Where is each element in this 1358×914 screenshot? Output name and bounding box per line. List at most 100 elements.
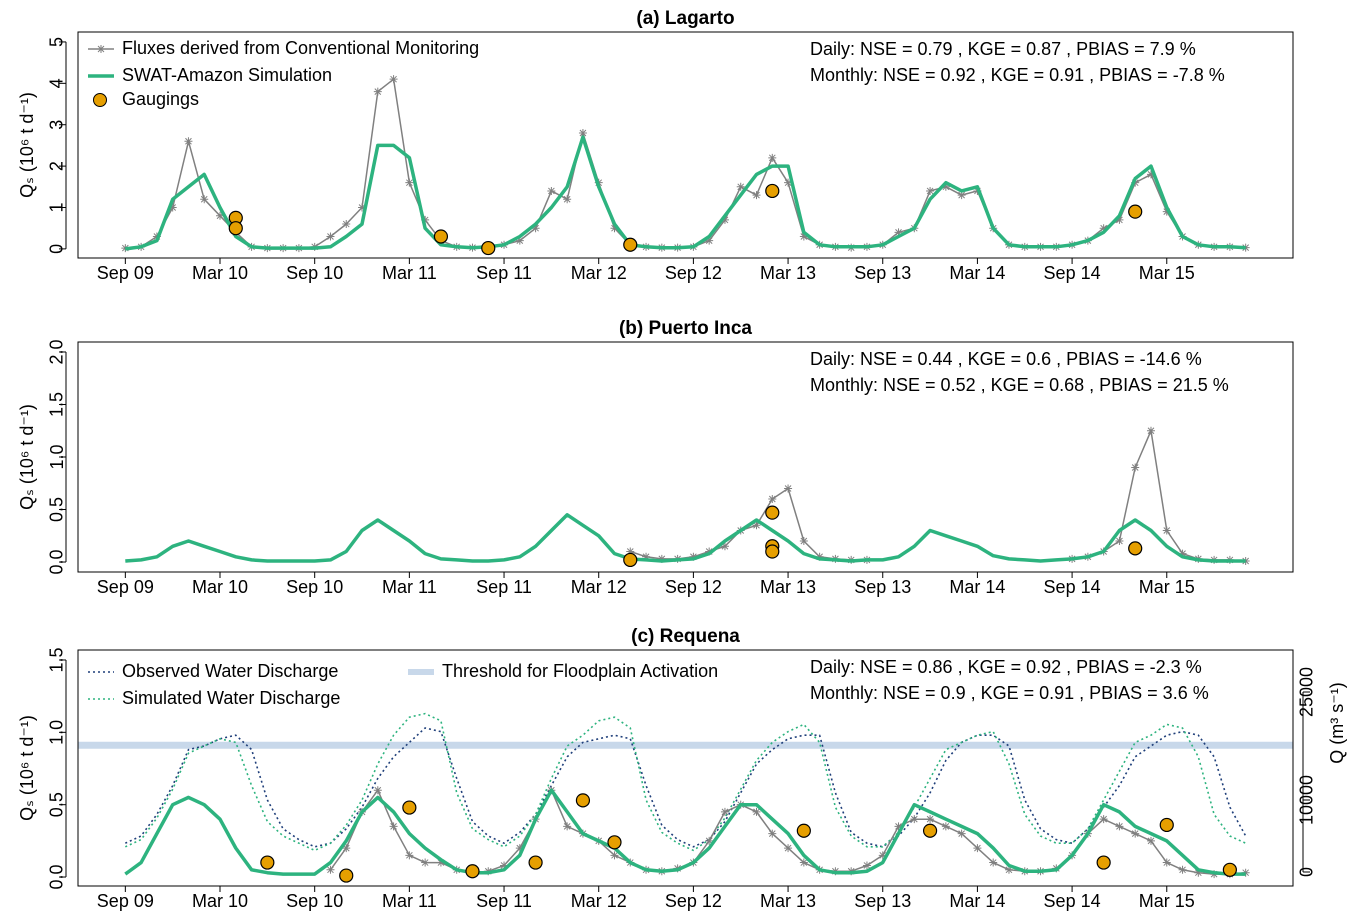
- gauging-point: [402, 800, 417, 815]
- observed-marker: [1115, 215, 1124, 224]
- x-tick-label: Sep 11: [476, 263, 532, 283]
- series-line: [124, 788, 1246, 876]
- observed-marker: [705, 836, 714, 845]
- observed-marker: [500, 861, 509, 870]
- observed-marker: [768, 495, 777, 504]
- observed-marker: [799, 537, 808, 546]
- gauging-point: [623, 552, 638, 568]
- fit-statistics: Monthly: NSE = 0.52 , KGE = 0.68 , PBIAS…: [810, 375, 1229, 395]
- observed-marker: [720, 807, 729, 816]
- plot-area: [121, 75, 1250, 256]
- observed-marker: [957, 191, 966, 200]
- x-tick-label: Sep 14: [1044, 891, 1101, 911]
- observed-marker: [421, 215, 430, 224]
- y-tick-label: 1.0: [47, 720, 67, 745]
- legend-symbol: [97, 45, 105, 53]
- observed-marker: [1178, 549, 1187, 558]
- observed-marker: [752, 191, 761, 200]
- x-tick-label: Mar 12: [571, 891, 627, 911]
- observed-marker: [1178, 865, 1187, 874]
- observed-marker: [389, 75, 398, 84]
- gauging-point: [607, 835, 622, 850]
- observed-marker: [168, 203, 177, 212]
- plot-frame: [77, 649, 1294, 887]
- observed-marker: [1146, 170, 1155, 179]
- y-tick-label: 4: [47, 78, 67, 88]
- x-tick-label: Sep 10: [286, 263, 343, 283]
- observed-marker: [752, 807, 761, 816]
- x-tick-label: Mar 11: [382, 263, 437, 283]
- x-tick-label: Sep 09: [97, 263, 154, 283]
- y2-tick-label: 10000: [1297, 775, 1317, 825]
- observed-marker: [1099, 224, 1108, 233]
- observed-marker: [784, 484, 793, 493]
- legend-label: SWAT-Amazon Simulation: [122, 65, 332, 85]
- observed-marker: [862, 861, 871, 870]
- y-tick-label: 0.0: [47, 865, 67, 890]
- y-axis-label: Qₛ (10⁶ t d⁻¹): [17, 715, 37, 821]
- x-tick-label: Sep 10: [286, 577, 343, 597]
- gauging-point: [765, 544, 780, 559]
- x-tick-label: Mar 10: [192, 577, 248, 597]
- x-tick-label: Mar 13: [760, 891, 816, 911]
- gauging-point: [260, 855, 275, 870]
- gauging-point: [339, 868, 354, 883]
- observed-marker: [784, 844, 793, 853]
- observed-marker: [578, 128, 587, 137]
- x-tick-label: Sep 11: [476, 891, 532, 911]
- observed-marker: [563, 195, 572, 204]
- observed-marker: [1099, 815, 1108, 824]
- observed-marker: [894, 228, 903, 237]
- legend-label: Fluxes derived from Conventional Monitor…: [122, 38, 479, 58]
- y-tick-label: 1: [47, 202, 67, 212]
- observed-marker: [421, 858, 430, 867]
- observed-marker: [1162, 858, 1171, 867]
- observed-marker: [878, 851, 887, 860]
- plot-area: [125, 426, 1250, 568]
- x-tick-label: Sep 14: [1044, 577, 1101, 597]
- observed-marker: [358, 203, 367, 212]
- y2-tick-label: 0: [1297, 867, 1317, 877]
- x-tick-label: Sep 14: [1044, 263, 1101, 283]
- observed-marker: [1115, 537, 1124, 546]
- observed-marker: [1115, 822, 1124, 831]
- observed-marker: [926, 186, 935, 195]
- observed-marker: [405, 178, 414, 187]
- observed-marker: [342, 220, 351, 229]
- gauging-point: [1128, 204, 1143, 219]
- x-tick-label: Sep 13: [854, 577, 911, 597]
- x-tick-label: Sep 13: [854, 263, 911, 283]
- observed-marker: [957, 829, 966, 838]
- observed-marker: [705, 236, 714, 245]
- x-tick-label: Mar 14: [949, 577, 1005, 597]
- y-axis-label: Qₛ (10⁶ t d⁻¹): [17, 92, 37, 198]
- observed-marker: [1004, 865, 1013, 874]
- legend-label: Threshold for Floodplain Activation: [442, 661, 718, 681]
- gauging-point: [575, 793, 591, 808]
- panel-title: (c) Requena: [631, 626, 740, 647]
- x-tick-label: Sep 09: [97, 891, 154, 911]
- series-line: [125, 78, 1246, 249]
- x-tick-label: Sep 12: [665, 891, 722, 911]
- x-tick-label: Sep 11: [476, 577, 532, 597]
- observed-marker: [973, 844, 982, 853]
- x-tick-label: Mar 12: [571, 263, 627, 283]
- observed-marker: [389, 822, 398, 831]
- observed-marker: [736, 182, 745, 191]
- observed-marker: [1146, 426, 1155, 435]
- y-tick-label: 0.0: [47, 550, 67, 575]
- observed-marker: [768, 153, 777, 162]
- series-line: [124, 727, 1247, 848]
- gauging-point: [1096, 855, 1111, 870]
- y-tick-label: 5: [47, 37, 67, 47]
- y-tick-label: 0.5: [47, 792, 67, 817]
- observed-marker: [184, 137, 193, 146]
- y-tick-label: 1.0: [47, 444, 67, 469]
- observed-marker: [768, 829, 777, 838]
- legend-symbol: [93, 93, 107, 107]
- y2-tick-label: 25000: [1297, 667, 1317, 717]
- fit-statistics: Daily: NSE = 0.79 , KGE = 0.87 , PBIAS =…: [810, 39, 1196, 59]
- y-tick-label: 1.5: [47, 647, 67, 672]
- panel-title: (b) Puerto Inca: [619, 318, 752, 339]
- observed-marker: [1162, 207, 1171, 216]
